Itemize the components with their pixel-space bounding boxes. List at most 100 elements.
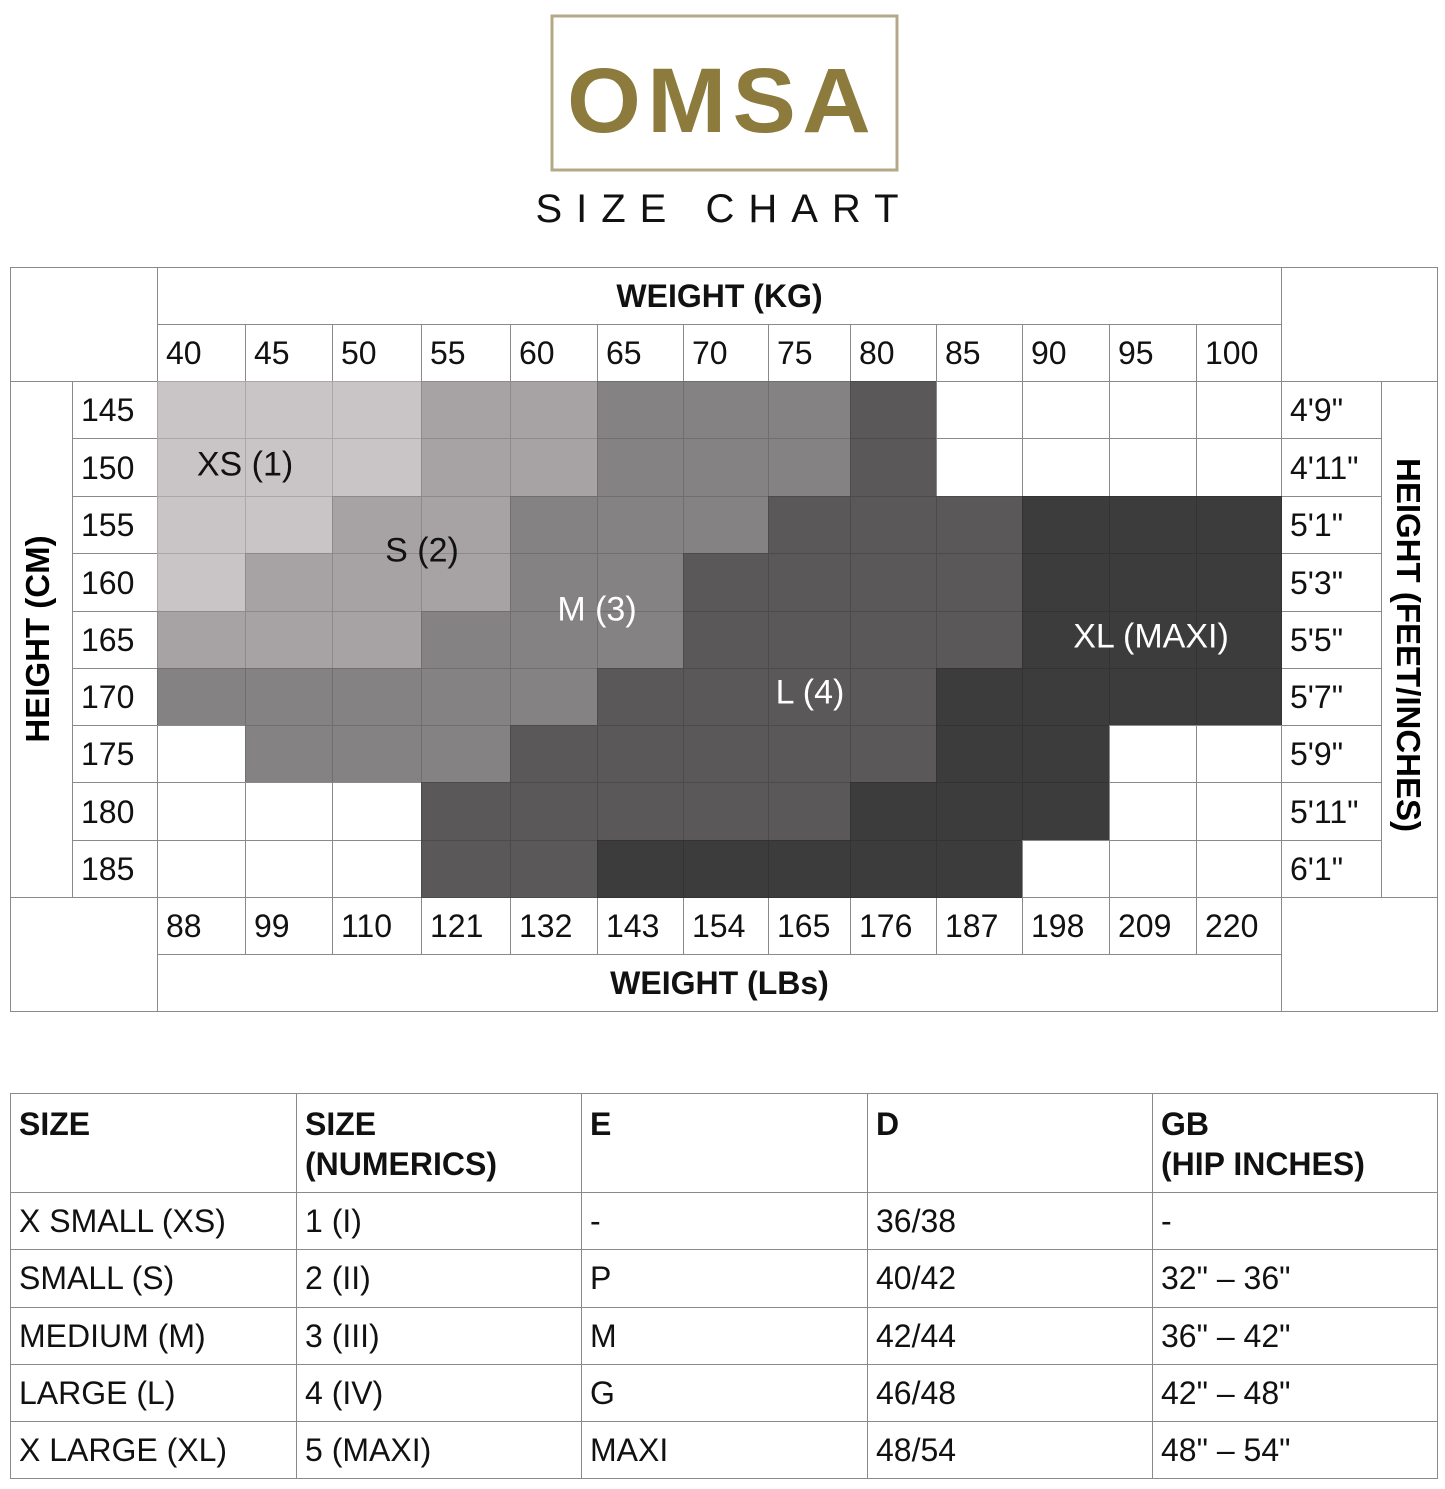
size-cell [157,668,246,726]
table-cell: MEDIUM (M) [10,1306,297,1365]
size-cell [936,840,1023,898]
table-cell: - [1152,1192,1438,1251]
size-cell [683,496,769,554]
table-cell: 42" – 48" [1152,1363,1438,1423]
table-cell: G [581,1363,868,1423]
size-cell [936,668,1023,726]
table-cell: 2 (II) [296,1249,582,1308]
size-cell [421,782,511,841]
corner-cell [10,267,158,382]
size-cell [1196,668,1282,726]
table-cell: 40/42 [867,1249,1153,1308]
size-cell [421,381,511,439]
size-cell [1022,725,1110,783]
size-cell [1022,496,1110,554]
size-cell [597,381,684,439]
kg-cell: 80 [850,324,937,382]
size-cell [332,611,422,669]
cm-cell: 145 [72,381,158,439]
size-cell [850,668,937,726]
zone-label: L (4) [775,673,845,712]
size-cell [332,840,422,898]
size-cell [850,438,937,497]
table-cell: MAXI [581,1421,868,1480]
table-cell: SMALL (S) [10,1249,297,1308]
cm-cell: 165 [72,611,158,669]
kg-cell: 65 [597,324,684,382]
title: SIZE CHART [535,187,912,231]
size-cell [936,725,1023,783]
size-cell [683,725,769,783]
size-cell [936,611,1023,669]
size-cell [421,496,511,554]
table-cell: 48/54 [867,1421,1153,1480]
logo-text: OMSA [567,50,877,152]
kg-cell: 45 [245,324,333,382]
height-cm-label: HEIGHT (CM) [19,535,56,743]
size-cell [332,782,422,841]
size-cell [421,438,511,497]
size-cell [1196,496,1282,554]
table-cell: X LARGE (XL) [10,1421,297,1480]
size-cell [157,553,246,612]
size-cell [245,496,333,554]
size-cell [850,553,937,612]
size-cell [245,725,333,783]
ft-cell: 5'5" [1281,611,1382,669]
size-cell [245,668,333,726]
size-cell [850,611,937,669]
size-cell [510,725,598,783]
table-header: E [581,1093,868,1193]
size-cell [1022,840,1110,898]
size-cell [850,840,937,898]
size-cell [332,668,422,726]
size-cell [936,782,1023,841]
size-cell [245,381,333,439]
size-cell [597,840,684,898]
zone-label: XS (1) [196,445,294,484]
ft-cell: 5'9" [1281,725,1382,783]
cm-cell: 150 [72,438,158,497]
size-cell [332,438,422,497]
kg-cell: 95 [1109,324,1197,382]
cm-cell: 160 [72,553,158,612]
size-cell [683,553,769,612]
size-cell [768,840,851,898]
size-cell [1109,381,1197,439]
weight-kg-label: WEIGHT (KG) [157,267,1282,325]
corner-cell [1281,897,1438,1012]
table-cell: M [581,1306,868,1365]
size-cell [597,782,684,841]
size-cell [850,496,937,554]
table-cell: 4 (IV) [296,1363,582,1423]
size-cell [1109,668,1197,726]
size-cell [510,668,598,726]
lbs-cell: 198 [1022,897,1110,955]
lbs-cell: 143 [597,897,684,955]
size-cell [1109,611,1197,669]
lbs-cell: 132 [510,897,598,955]
size-cell [683,611,769,669]
lbs-cell: 88 [157,897,246,955]
size-cell [510,611,598,669]
height-ft-label: HEIGHT (FEET/INCHES) [1390,457,1427,833]
size-cell [157,611,246,669]
lbs-cell: 99 [245,897,333,955]
kg-cell: 100 [1196,324,1282,382]
table-cell: 42/44 [867,1306,1153,1365]
kg-cell: 55 [421,324,511,382]
size-cell [850,782,937,841]
size-cell [1196,553,1282,612]
size-cell [1022,668,1110,726]
size-cell [510,381,598,439]
size-cell [768,782,851,841]
size-cell [332,381,422,439]
cm-cell: 155 [72,496,158,554]
table-cell: 5 (MAXI) [296,1421,582,1480]
size-cell [597,725,684,783]
ft-cell: 5'1" [1281,496,1382,554]
size-cell [1109,840,1197,898]
size-cell [597,438,684,497]
size-cell [1109,725,1197,783]
